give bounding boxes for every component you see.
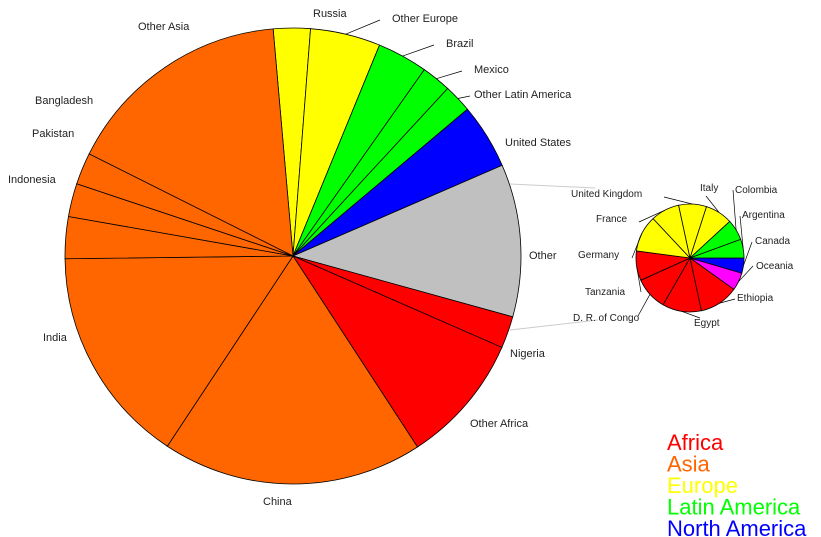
main-slice-other-africa [291,255,503,448]
legend-entry-north-america: North America [667,516,807,537]
detail-label-argentina: Argentina [742,210,785,221]
main-slice-china [166,255,419,485]
detail-leader-canada [743,241,753,266]
main-label-pakistan: Pakistan [32,128,74,140]
connector-line-bottom [509,319,599,331]
main-label-indonesia: Indonesia [8,174,57,186]
detail-leader-germany [631,233,643,259]
main-label-other-asia: Other Asia [138,21,190,33]
detail-label-oceania: Oceania [756,261,794,272]
main-label-china: China [263,496,293,508]
detail-leader-tanzania [636,265,642,293]
main-label-other-africa: Other Africa [470,418,529,430]
main-pie [64,27,522,485]
main-label-russia: Russia [313,8,348,20]
legend-entry-europe: Europe [667,473,738,498]
detail-leader-united-kingdom [663,196,693,205]
legend-entry-asia: Asia [667,452,711,477]
main-label-united-states: United States [505,137,572,149]
main-label-other-latin-america: Other Latin America [474,89,572,101]
detail-pie-labels: Canada Oceania Ethiopia Egypt D. R. of Congo… [571,183,794,329]
main-slice-other [291,164,522,318]
detail-label-tanzania: Tanzania [585,287,625,298]
detail-leader-france [638,209,666,223]
main-pie-leader-lines [345,19,471,99]
detail-leader-italy [705,195,720,213]
detail-leader-colombia [732,189,737,230]
detail-label-canada: Canada [755,236,790,247]
main-leader-mexico [436,70,463,80]
main-leader-brazil [402,44,435,57]
detail-pie-leader-lines [631,189,754,319]
legend-entry-africa: Africa [667,430,724,455]
detail-label-colombia: Colombia [735,185,778,196]
detail-leader-d-r-of-congo [637,294,651,317]
detail-label-d-r-of-congo: D. R. of Congo [573,313,640,324]
main-slice-india [64,255,294,447]
main-pie-labels: Russia Other Europe Brazil Mexico Other Lati… [8,8,572,508]
main-label-india: India [43,332,68,344]
main-label-other-europe: Other Europe [392,13,458,25]
detail-label-france: France [596,214,628,225]
detail-pie [635,203,745,313]
detail-leader-ethiopia [719,298,736,304]
detail-label-united-kingdom: United Kingdom [571,189,642,200]
detail-leader-argentina [739,215,744,249]
detail-leader-oceania [738,265,754,282]
connector-line-top [509,183,596,189]
detail-label-egypt: Egypt [694,318,720,329]
detail-leader-egypt [681,310,701,319]
main-leader-other-latin-america [457,95,471,99]
detail-label-germany: Germany [578,250,619,261]
main-label-brazil: Brazil [446,38,474,50]
main-label-bangladesh: Bangladesh [35,95,93,107]
main-slice-other-asia [88,28,294,257]
main-leader-other-europe [345,19,381,35]
legend-entry-latin-america: Latin America [667,495,801,520]
detail-label-italy: Italy [700,183,718,194]
main-label-other: Other [529,250,557,262]
detail-label-ethiopia: Ethiopia [737,293,774,304]
main-label-mexico: Mexico [474,64,509,76]
main-label-nigeria: Nigeria [510,348,546,360]
